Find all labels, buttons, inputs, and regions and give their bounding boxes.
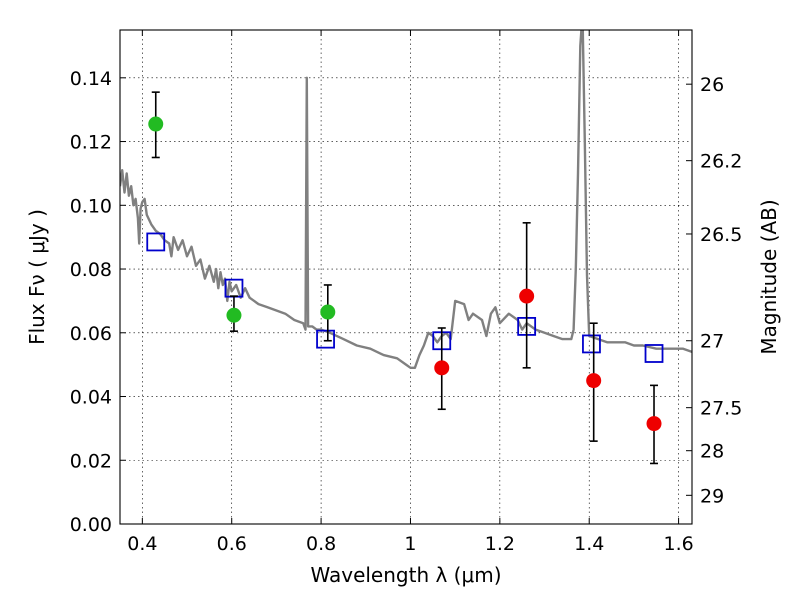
y-tick-label: 0.04 xyxy=(70,387,112,409)
y-tick-label: 0.02 xyxy=(70,450,112,472)
y-tick-label: 0.00 xyxy=(70,514,112,536)
model-photometry-square xyxy=(582,334,601,354)
observed-point-green xyxy=(148,116,164,132)
y2-tick-label: 26.5 xyxy=(700,224,742,246)
x-tick-label: 0.8 xyxy=(306,533,336,555)
plot-frame xyxy=(119,29,693,525)
y-tick-label: 0.08 xyxy=(70,259,112,281)
x-tick-label: 0.6 xyxy=(217,533,247,555)
y2-tick-label: 27 xyxy=(700,331,724,353)
y2-tick-label: 26 xyxy=(700,74,724,96)
y-axis-title: Flux Fν ( μJy ) xyxy=(25,209,49,345)
grid xyxy=(120,30,692,524)
x-tick-label: 0.4 xyxy=(127,533,157,555)
plot-area xyxy=(120,30,692,465)
y2-tick-label: 26.2 xyxy=(700,151,742,173)
x-axis-title: Wavelength λ (μm) xyxy=(310,563,501,587)
x-tick-label: 1.6 xyxy=(663,533,693,555)
model-sed-line xyxy=(120,30,692,369)
observed-point-red xyxy=(646,416,662,432)
y-tick-label: 0.10 xyxy=(70,195,112,217)
y2-tick-label: 29 xyxy=(700,485,724,507)
y2-tick-label: 28 xyxy=(700,441,724,463)
x-tick-label: 1.4 xyxy=(574,533,604,555)
observed-point-red xyxy=(519,288,535,304)
observed-point-red xyxy=(434,360,450,376)
x-tick-label: 1 xyxy=(404,533,416,555)
y-tick-label: 0.12 xyxy=(70,132,112,154)
model-photometry-square xyxy=(316,329,335,349)
model-photometry-square xyxy=(644,344,664,363)
y-tick-label: 0.06 xyxy=(70,323,112,345)
y2-tick-label: 27.5 xyxy=(700,398,742,420)
model-photometry-square xyxy=(146,232,166,252)
axes: 0.4 0.6 0.8 1 1.2 1.4 1.6 0.00 0.02 0.04 0.06 0.08 0… xyxy=(70,30,742,555)
x-tick-label: 1.2 xyxy=(485,533,515,555)
observed-point-green xyxy=(320,304,336,320)
observed-point-red xyxy=(586,373,602,389)
observed-point-green xyxy=(226,307,242,323)
y2-axis-title: Magnitude (AB) xyxy=(757,199,781,354)
y-tick-label: 0.14 xyxy=(70,68,112,90)
